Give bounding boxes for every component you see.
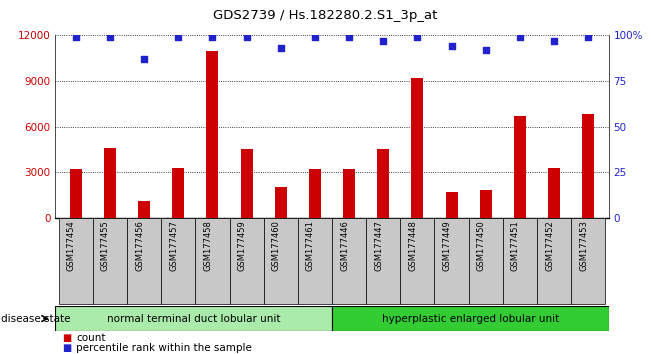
Text: GSM177452: GSM177452 xyxy=(545,220,554,271)
Bar xyxy=(93,218,127,304)
Text: GSM177454: GSM177454 xyxy=(67,220,76,271)
Point xyxy=(70,34,81,40)
Bar xyxy=(582,114,594,218)
Text: ■: ■ xyxy=(62,343,71,353)
Text: GSM177459: GSM177459 xyxy=(238,220,247,271)
Text: normal terminal duct lobular unit: normal terminal duct lobular unit xyxy=(107,314,281,324)
Bar xyxy=(161,218,195,304)
Point xyxy=(310,34,320,40)
Bar xyxy=(378,149,389,218)
Bar xyxy=(127,218,161,304)
Bar xyxy=(332,218,366,304)
Bar xyxy=(548,167,560,218)
Point xyxy=(139,56,149,62)
Text: GSM177461: GSM177461 xyxy=(306,220,315,271)
Text: GSM177456: GSM177456 xyxy=(135,220,144,271)
Point xyxy=(344,34,354,40)
Bar xyxy=(400,218,434,304)
Text: GSM177451: GSM177451 xyxy=(511,220,520,271)
Text: count: count xyxy=(76,333,105,343)
Point xyxy=(447,44,457,49)
Point xyxy=(242,34,252,40)
Bar xyxy=(411,78,423,218)
Point xyxy=(480,47,491,53)
Point xyxy=(275,45,286,51)
Point xyxy=(378,38,389,44)
Bar xyxy=(230,218,264,304)
Bar xyxy=(514,116,526,218)
Bar xyxy=(469,218,503,304)
Point xyxy=(412,34,422,40)
Bar xyxy=(480,190,492,218)
Text: GSM177446: GSM177446 xyxy=(340,220,349,271)
Text: GSM177448: GSM177448 xyxy=(408,220,417,271)
Bar xyxy=(264,218,298,304)
Bar xyxy=(445,192,458,218)
Point xyxy=(549,38,559,44)
Bar xyxy=(434,218,469,304)
Bar xyxy=(309,169,321,218)
Text: percentile rank within the sample: percentile rank within the sample xyxy=(76,343,252,353)
Text: GSM177457: GSM177457 xyxy=(169,220,178,271)
Bar xyxy=(173,167,184,218)
Text: GSM177453: GSM177453 xyxy=(579,220,589,271)
Text: GSM177447: GSM177447 xyxy=(374,220,383,271)
Point xyxy=(173,34,184,40)
Text: ■: ■ xyxy=(62,333,71,343)
Bar xyxy=(55,306,332,331)
Bar xyxy=(206,51,219,218)
Text: GSM177455: GSM177455 xyxy=(101,220,110,271)
Bar xyxy=(537,218,571,304)
Text: hyperplastic enlarged lobular unit: hyperplastic enlarged lobular unit xyxy=(381,314,559,324)
Bar xyxy=(59,218,93,304)
Bar xyxy=(366,218,400,304)
Bar xyxy=(503,218,537,304)
Point xyxy=(207,34,217,40)
Bar xyxy=(298,218,332,304)
Bar xyxy=(104,148,116,218)
Text: disease state: disease state xyxy=(1,314,71,324)
Point xyxy=(515,34,525,40)
Bar xyxy=(571,218,605,304)
Bar xyxy=(332,306,609,331)
Bar xyxy=(275,187,286,218)
Point xyxy=(105,34,115,40)
Text: GSM177458: GSM177458 xyxy=(204,220,212,271)
Bar xyxy=(195,218,230,304)
Point xyxy=(583,34,594,40)
Bar xyxy=(70,169,82,218)
Text: GSM177449: GSM177449 xyxy=(443,220,452,271)
Bar xyxy=(343,169,355,218)
Text: GSM177460: GSM177460 xyxy=(271,220,281,271)
Text: GSM177450: GSM177450 xyxy=(477,220,486,271)
Bar xyxy=(241,149,253,218)
Text: GDS2739 / Hs.182280.2.S1_3p_at: GDS2739 / Hs.182280.2.S1_3p_at xyxy=(214,9,437,22)
Bar xyxy=(138,201,150,218)
